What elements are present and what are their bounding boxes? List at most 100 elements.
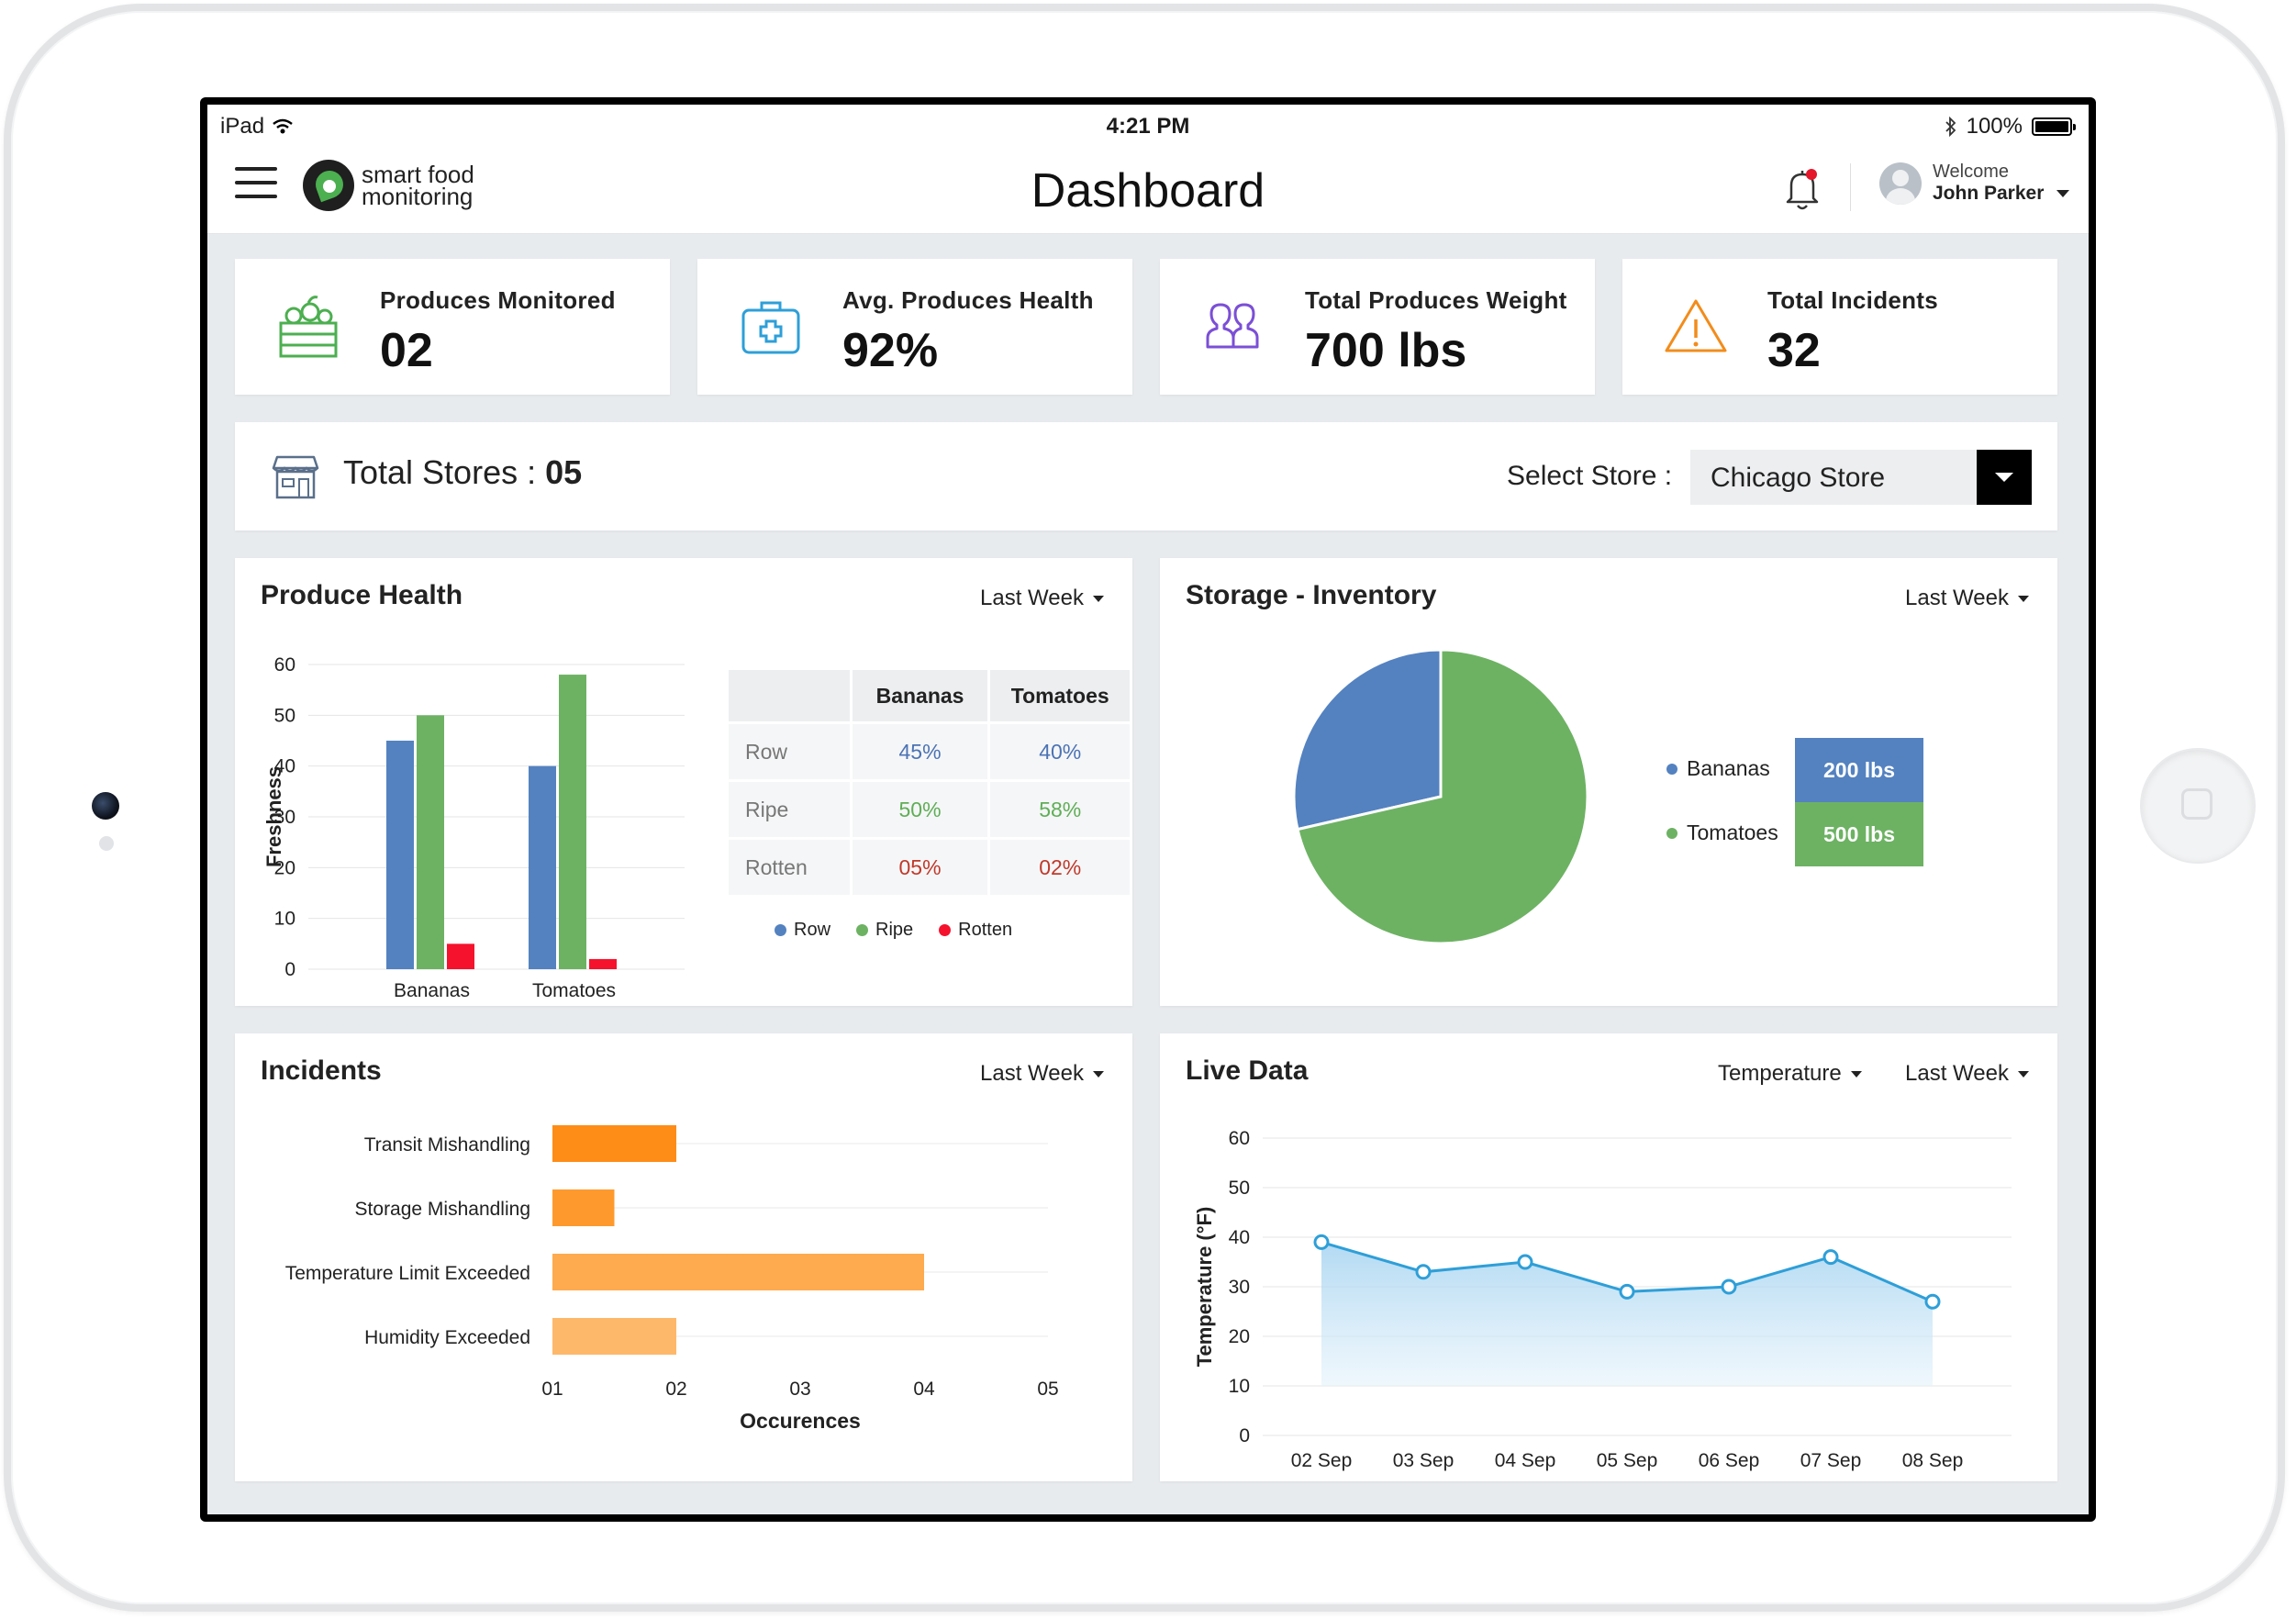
live-data-filter[interactable]: Last Week bbox=[1905, 1061, 2029, 1087]
chevron-down-icon bbox=[2018, 596, 2029, 602]
people-icon bbox=[1197, 290, 1270, 363]
app-display: iPad 4:21 PM 100% smart food monitoring … bbox=[207, 105, 2089, 1514]
y-tick-label: 0 bbox=[1239, 1425, 1250, 1446]
notification-bell-icon[interactable] bbox=[1780, 165, 1824, 215]
legend-item-rotten: Rotten bbox=[939, 920, 1012, 941]
x-tick-label: 03 Sep bbox=[1393, 1450, 1455, 1471]
y-tick-label: 50 bbox=[274, 705, 295, 726]
y-tick-label: 10 bbox=[1229, 1376, 1250, 1397]
legend-value: 500 lbs bbox=[1795, 802, 1923, 866]
legend-label: Row bbox=[794, 920, 830, 941]
row-label: Row bbox=[729, 723, 851, 781]
produce-health-table: Bananas Tomatoes Row 45% 40% Ripe 50% 58… bbox=[729, 670, 1132, 895]
user-name: John Parker bbox=[1933, 183, 2044, 204]
warning-icon bbox=[1659, 290, 1733, 363]
kpi-value: 32 bbox=[1767, 323, 1821, 378]
produce-crate-icon bbox=[272, 290, 345, 363]
x-tick-label: 08 Sep bbox=[1902, 1450, 1964, 1471]
x-tick-label: 06 Sep bbox=[1699, 1450, 1760, 1471]
bar bbox=[386, 741, 414, 969]
total-stores-count: 05 bbox=[545, 453, 582, 491]
chevron-down-icon bbox=[1851, 1071, 1862, 1077]
bluetooth-icon bbox=[1945, 117, 1957, 137]
store-select-toggle[interactable] bbox=[1977, 450, 2032, 505]
bar bbox=[552, 1318, 676, 1355]
chevron-down-icon bbox=[1093, 1071, 1104, 1077]
table-cell: 05% bbox=[851, 839, 989, 896]
category-label: Humidity Exceeded bbox=[364, 1327, 530, 1348]
incidents-filter[interactable]: Last Week bbox=[980, 1061, 1104, 1087]
store-icon bbox=[272, 453, 319, 499]
produce-health-panel: Produce Health Last Week 0 10 20 30 40 50 60 Ba… bbox=[235, 558, 1132, 1006]
x-tick-label: 07 Sep bbox=[1800, 1450, 1862, 1471]
sensor bbox=[99, 836, 114, 851]
kpi-total-weight[interactable]: Total Produces Weight 700 lbs bbox=[1160, 259, 1595, 395]
x-tick-label: 02 bbox=[665, 1379, 686, 1400]
data-point bbox=[1315, 1235, 1328, 1248]
filter-label: Temperature bbox=[1718, 1061, 1842, 1086]
table-header: Tomatoes bbox=[989, 670, 1131, 723]
user-menu[interactable]: Welcome John Parker bbox=[1879, 162, 2069, 205]
produce-health-filter[interactable]: Last Week bbox=[980, 586, 1104, 611]
home-button[interactable] bbox=[2140, 748, 2256, 864]
app-header: smart food monitoring Dashboard Welcome … bbox=[207, 147, 2089, 234]
bar bbox=[559, 675, 586, 969]
welcome-text: Welcome bbox=[1933, 162, 2069, 183]
y-tick-label: 40 bbox=[1229, 1227, 1250, 1248]
live-data-panel: Live Data Temperature Last Week 0 10 20 30 4… bbox=[1160, 1033, 2057, 1481]
table-cell: 50% bbox=[851, 781, 989, 839]
legend-item-row: Row bbox=[775, 920, 830, 941]
table-cell: 02% bbox=[989, 839, 1131, 896]
table-row: Ripe 50% 58% bbox=[729, 781, 1131, 839]
bar bbox=[417, 715, 444, 969]
panel-title: Incidents bbox=[261, 1055, 382, 1087]
kpi-value: 02 bbox=[380, 323, 433, 378]
battery-icon bbox=[2032, 117, 2072, 136]
panel-title: Live Data bbox=[1186, 1055, 1308, 1087]
kpi-produces-monitored[interactable]: Produces Monitored 02 bbox=[235, 259, 670, 395]
y-tick-label: 20 bbox=[1229, 1326, 1250, 1347]
y-axis-label: Freshness bbox=[262, 766, 285, 867]
data-point bbox=[1621, 1285, 1633, 1298]
legend-label: Bananas bbox=[1687, 756, 1770, 781]
panel-title: Storage - Inventory bbox=[1186, 580, 1436, 611]
status-bar: iPad 4:21 PM 100% bbox=[207, 105, 2089, 147]
data-point bbox=[1926, 1295, 1939, 1308]
select-store-label: Select Store : bbox=[1507, 461, 1672, 492]
chevron-down-icon bbox=[1093, 596, 1104, 602]
category-label: Transit Mishandling bbox=[364, 1134, 530, 1156]
metric-filter[interactable]: Temperature bbox=[1718, 1061, 1862, 1087]
incidents-chart: Transit MishandlingStorage MishandlingTe… bbox=[235, 1096, 1132, 1481]
kpi-label: Total Incidents bbox=[1767, 286, 1938, 315]
header-divider bbox=[1850, 163, 1851, 211]
store-select[interactable]: Chicago Store bbox=[1690, 450, 2032, 505]
data-point bbox=[1519, 1256, 1532, 1268]
table-row: Row 45% 40% bbox=[729, 723, 1131, 781]
x-tick-label: Tomatoes bbox=[532, 980, 616, 999]
legend-label: Ripe bbox=[875, 920, 913, 941]
data-point bbox=[1722, 1280, 1735, 1293]
filter-label: Last Week bbox=[1905, 1061, 2009, 1086]
total-stores-label: Total Stores : bbox=[343, 453, 545, 491]
bar bbox=[447, 943, 474, 969]
y-axis-label: Temperature (°F) bbox=[1193, 1207, 1216, 1368]
kpi-label: Produces Monitored bbox=[380, 286, 616, 315]
bar bbox=[552, 1125, 676, 1162]
table-header: Bananas bbox=[851, 670, 989, 723]
table-row: Rotten 05% 02% bbox=[729, 839, 1131, 896]
bar bbox=[529, 766, 556, 969]
y-tick-label: 0 bbox=[284, 959, 295, 980]
notification-dot bbox=[1806, 169, 1817, 180]
legend-label: Tomatoes bbox=[1687, 821, 1778, 845]
medical-kit-icon bbox=[734, 290, 808, 363]
kpi-total-incidents[interactable]: Total Incidents 32 bbox=[1622, 259, 2057, 395]
y-tick-label: 30 bbox=[1229, 1277, 1250, 1298]
legend-label: Rotten bbox=[958, 920, 1012, 941]
x-tick-label: 05 Sep bbox=[1597, 1450, 1658, 1471]
bar bbox=[552, 1254, 924, 1290]
storage-filter[interactable]: Last Week bbox=[1905, 586, 2029, 611]
row-label: Ripe bbox=[729, 781, 851, 839]
y-tick-label: 60 bbox=[274, 654, 295, 676]
kpi-avg-health[interactable]: Avg. Produces Health 92% bbox=[697, 259, 1132, 395]
x-tick-label: 04 bbox=[913, 1379, 935, 1400]
